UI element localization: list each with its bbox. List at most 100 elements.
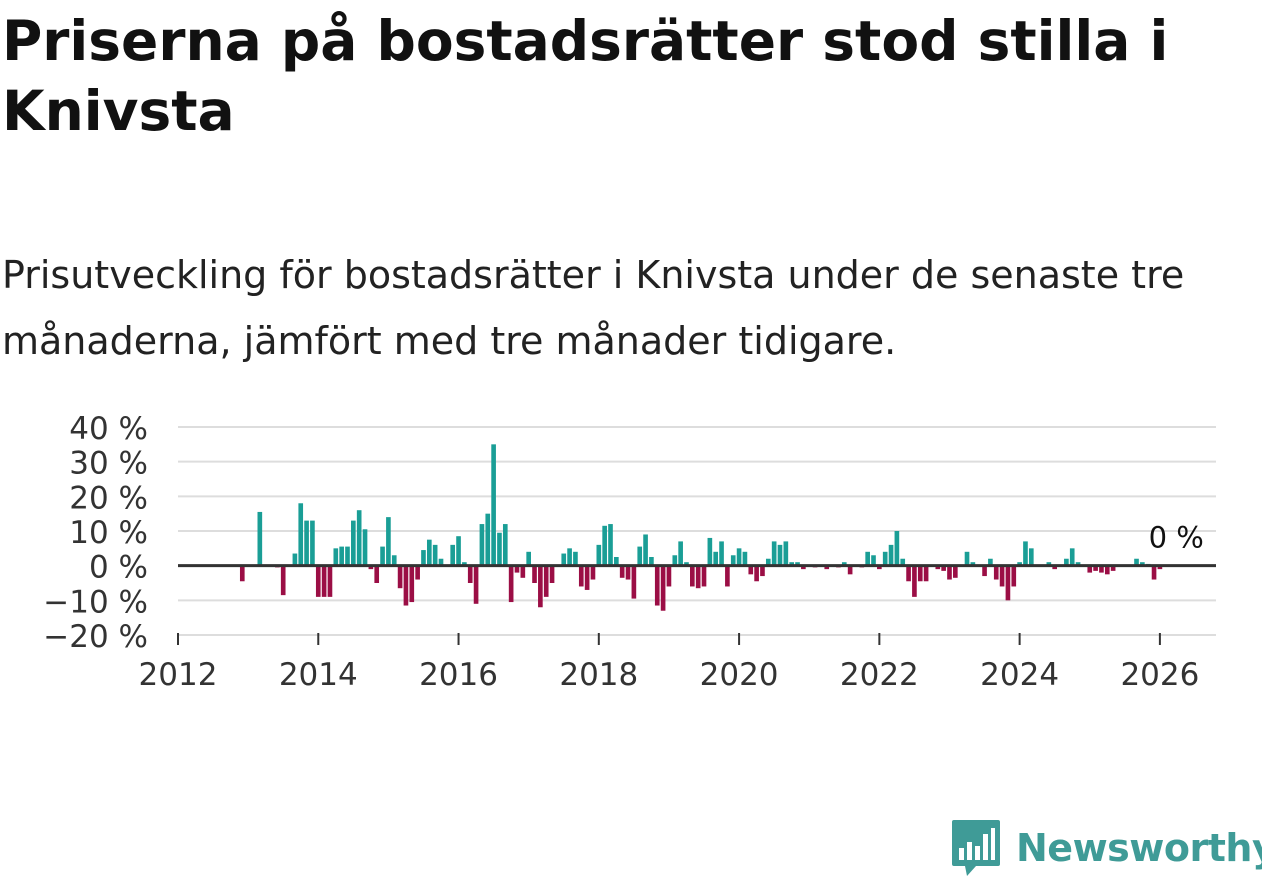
bar [368, 565, 374, 570]
bar [877, 565, 882, 570]
bar [345, 546, 350, 566]
bar [783, 541, 789, 566]
bar [1028, 548, 1034, 566]
bar [374, 565, 380, 583]
bar [935, 565, 941, 570]
bar [339, 546, 344, 566]
bar [637, 546, 643, 566]
bar [748, 565, 754, 575]
bar [941, 565, 946, 571]
chart-subtitle: Prisutveckling för bostadsrätter i Knivs… [2, 253, 1185, 363]
bar [882, 551, 888, 566]
bar [1134, 558, 1139, 566]
bar [660, 565, 666, 611]
bar [573, 551, 578, 566]
bar [578, 565, 584, 587]
bar [304, 520, 309, 566]
bar [923, 565, 929, 582]
bar [824, 565, 830, 570]
bar [719, 541, 724, 566]
axes [178, 564, 1216, 636]
bar [742, 551, 748, 566]
bar [754, 565, 759, 582]
bar [292, 553, 298, 566]
bar [871, 555, 876, 566]
bar [1075, 562, 1081, 566]
grid-lines [178, 426, 1216, 636]
bar [473, 565, 479, 604]
bar [561, 553, 567, 566]
bar [450, 544, 456, 566]
bar [1005, 565, 1011, 601]
bar [1087, 565, 1093, 573]
bar [1110, 565, 1116, 571]
bar [596, 544, 602, 566]
bar [900, 558, 906, 566]
bar [467, 565, 473, 583]
bar [999, 565, 1005, 587]
bar [801, 565, 806, 570]
bar [462, 562, 467, 566]
bar [771, 541, 777, 566]
bar [584, 565, 590, 590]
bar [479, 524, 485, 566]
bar [491, 444, 496, 566]
bar [391, 555, 397, 566]
x-tick-label: 2022 [840, 657, 919, 693]
bar [654, 565, 660, 606]
bar [280, 565, 286, 596]
bar [707, 537, 713, 566]
bar [777, 544, 783, 566]
bar [789, 562, 795, 566]
bar [315, 565, 321, 597]
bar [298, 503, 304, 566]
newsworthy-logo: Newsworthy [950, 818, 1262, 878]
bar [1157, 565, 1163, 570]
bar [310, 520, 315, 566]
bar [730, 555, 736, 566]
bar [760, 565, 765, 577]
bar [953, 565, 958, 578]
bar [351, 520, 356, 566]
bar [456, 536, 461, 566]
x-tick-label: 2014 [279, 657, 358, 693]
bar [765, 558, 771, 566]
bar-chart: 40 %30 %20 %10 %0 %−10 %−20 % 2012 2014 20… [43, 411, 1216, 693]
bar [1069, 548, 1075, 566]
bar [1093, 565, 1098, 571]
bar [643, 534, 648, 566]
bar [380, 546, 385, 566]
bar [567, 548, 572, 566]
bar [386, 517, 391, 566]
bar [894, 531, 900, 566]
bar [1023, 541, 1028, 566]
bar [1064, 558, 1069, 566]
bar [906, 565, 911, 582]
bar [526, 551, 531, 566]
bar [988, 558, 993, 566]
bar [438, 558, 444, 566]
bar [485, 513, 491, 566]
annotations: 0 % [1149, 521, 1204, 555]
bar [497, 532, 502, 566]
bar [409, 565, 415, 603]
bar [982, 565, 987, 577]
y-tick-label: 0 % [89, 550, 148, 586]
bar [888, 544, 894, 566]
x-tick-label: 2018 [559, 657, 638, 693]
x-tick-label: 2024 [980, 657, 1059, 693]
bar [666, 565, 672, 587]
bar [736, 548, 742, 566]
bar [590, 565, 596, 580]
bar [625, 565, 631, 580]
bar [947, 565, 952, 580]
bar [917, 565, 923, 582]
bar [415, 565, 420, 580]
bar [684, 562, 689, 566]
chart-title: Priserna på bostadsrätter stod stilla i … [2, 9, 1169, 143]
bar [333, 548, 339, 566]
bar [1104, 565, 1110, 575]
bar [327, 565, 333, 597]
bar [690, 565, 695, 587]
bar [1017, 562, 1022, 566]
